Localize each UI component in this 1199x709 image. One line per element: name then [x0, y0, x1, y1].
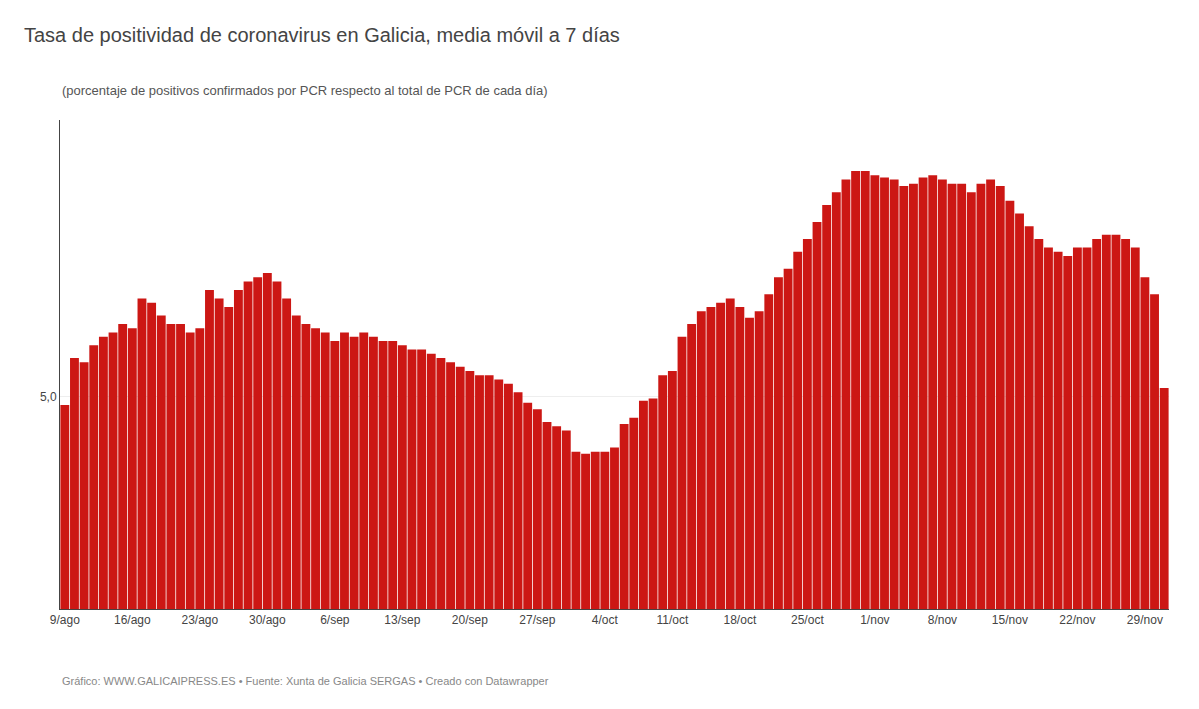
- svg-text:13/sep: 13/sep: [384, 613, 420, 627]
- svg-text:25/oct: 25/oct: [791, 613, 824, 627]
- svg-text:5,0: 5,0: [40, 390, 57, 404]
- svg-text:20/sep: 20/sep: [452, 613, 488, 627]
- svg-text:(porcentaje de positivos confi: (porcentaje de positivos confirmados por…: [62, 83, 548, 98]
- svg-text:Gráfico: WWW.GALICAIPRESS.ES •: Gráfico: WWW.GALICAIPRESS.ES • Fuente: X…: [62, 675, 549, 687]
- svg-text:1/nov: 1/nov: [860, 613, 889, 627]
- svg-text:18/oct: 18/oct: [724, 613, 757, 627]
- svg-text:9/ago: 9/ago: [50, 613, 80, 627]
- svg-text:15/nov: 15/nov: [992, 613, 1028, 627]
- svg-text:6/sep: 6/sep: [320, 613, 350, 627]
- svg-text:4/oct: 4/oct: [592, 613, 619, 627]
- svg-text:23/ago: 23/ago: [181, 613, 218, 627]
- svg-text:27/sep: 27/sep: [519, 613, 555, 627]
- svg-text:16/ago: 16/ago: [114, 613, 151, 627]
- svg-text:Tasa de positividad de coronav: Tasa de positividad de coronavirus en Ga…: [24, 24, 620, 46]
- svg-text:29/nov: 29/nov: [1127, 613, 1163, 627]
- svg-text:8/nov: 8/nov: [928, 613, 957, 627]
- svg-text:30/ago: 30/ago: [249, 613, 286, 627]
- svg-text:22/nov: 22/nov: [1059, 613, 1095, 627]
- svg-text:11/oct: 11/oct: [656, 613, 688, 627]
